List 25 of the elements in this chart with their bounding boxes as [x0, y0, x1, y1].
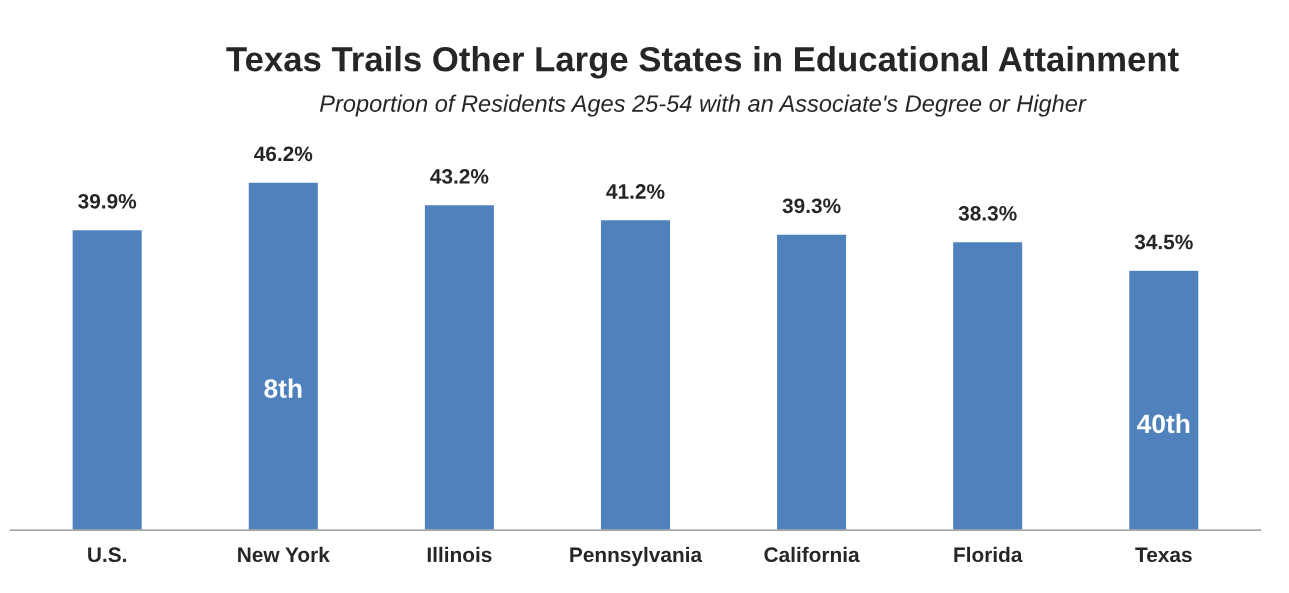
bar	[247, 181, 320, 531]
chart-subtitle: Proportion of Residents Ages 25-54 with an Associate's Degree or Higher	[319, 94, 1087, 117]
chart-title: Texas Trails Other Large States in Educational Attainment	[226, 46, 1179, 79]
x-tick-label: Illinois	[427, 546, 492, 563]
x-tick-label: Pennsylvania	[570, 546, 703, 567]
x-tick-label: New York	[238, 546, 330, 563]
data-label: 38.3%	[958, 205, 1017, 221]
data-label: 46.2%	[254, 146, 313, 162]
data-label: 43.2%	[430, 169, 489, 184]
data-label: 41.2%	[606, 184, 665, 199]
bar	[775, 233, 848, 531]
bar	[951, 240, 1024, 531]
x-tick-label: Florida	[954, 546, 1023, 563]
x-tick-label: Texas	[1135, 547, 1192, 563]
data-label: 39.9%	[78, 193, 137, 209]
annotation: 8th	[264, 378, 302, 398]
data-label: 39.3%	[782, 198, 841, 214]
bar	[423, 203, 496, 531]
data-label: 34.5%	[1134, 234, 1193, 250]
x-tick-label: U.S.	[88, 547, 126, 563]
bar	[1127, 269, 1200, 531]
annotation: 40th	[1137, 413, 1190, 434]
bar	[71, 228, 144, 531]
x-tick-label: California	[764, 546, 860, 563]
bar	[599, 218, 672, 531]
